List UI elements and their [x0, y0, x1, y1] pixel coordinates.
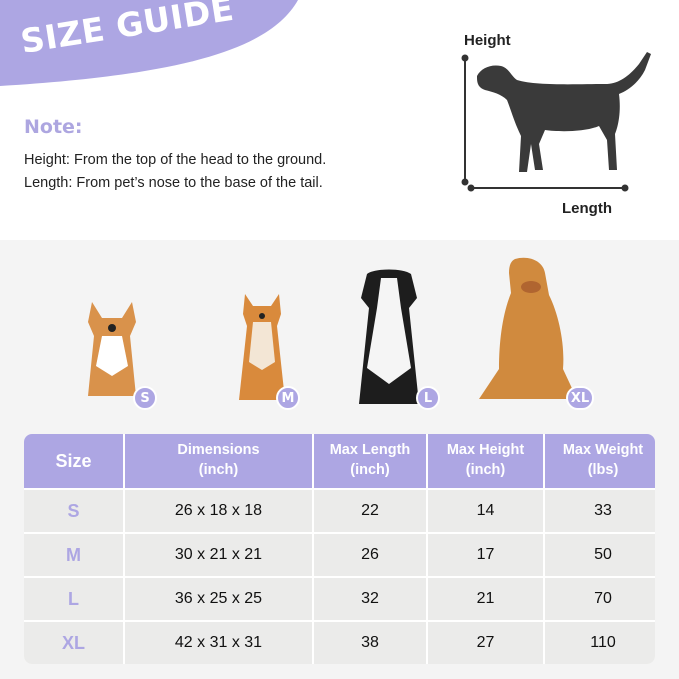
header-size: Size	[24, 434, 123, 488]
table-cell: 21	[428, 578, 543, 620]
table-cell: 32	[314, 578, 426, 620]
table-cell: 110	[545, 622, 655, 664]
header-dimensions: Dimensions (inch)	[125, 434, 312, 488]
table-cell: 22	[314, 490, 426, 532]
table-cell: 26	[314, 534, 426, 576]
table-cell: 17	[428, 534, 543, 576]
size-badge-s: S	[133, 386, 157, 410]
table-cell: 38	[314, 622, 426, 664]
header-text: Max Height	[446, 442, 525, 459]
shiba-inu-icon	[239, 294, 285, 400]
table-cell: 36 x 25 x 25	[125, 578, 312, 620]
size-badge-xl: XL	[566, 386, 594, 410]
header-unit: (inch)	[350, 462, 390, 478]
size-badge-m: M	[276, 386, 300, 410]
table-cell: 42 x 31 x 31	[125, 622, 312, 664]
header-text: Max Weight	[562, 442, 644, 459]
row-size-cell: L	[24, 578, 123, 620]
corgi-icon	[88, 302, 136, 396]
note-title: Note:	[24, 116, 83, 138]
header-unit: (inch)	[465, 462, 506, 478]
header-unit: (lbs)	[587, 462, 619, 478]
header-unit: (inch)	[198, 462, 239, 478]
size-badge-l: L	[416, 386, 440, 410]
row-size-cell: S	[24, 490, 123, 532]
header-max-weight: Max Weight (lbs)	[545, 434, 655, 488]
header-text: Size	[55, 450, 92, 471]
header-text: Max Length	[329, 442, 411, 459]
golden-retriever-icon	[479, 257, 577, 399]
height-label: Height	[464, 32, 511, 49]
table-cell: 70	[545, 578, 655, 620]
table-cell: 26 x 18 x 18	[125, 490, 312, 532]
note-length: Length: From pet’s nose to the base of t…	[24, 175, 323, 191]
border-collie-icon	[359, 269, 419, 404]
header-max-height: Max Height (inch)	[428, 434, 543, 488]
size-table: Size Dimensions (inch) Max Length (inch) M…	[24, 434, 655, 664]
table-cell: 50	[545, 534, 655, 576]
note-height: Height: From the top of the head to the …	[24, 152, 327, 168]
row-size-cell: M	[24, 534, 123, 576]
table-cell: 27	[428, 622, 543, 664]
table-cell: 30 x 21 x 21	[125, 534, 312, 576]
header-text: Dimensions	[177, 442, 260, 459]
row-size-cell: XL	[24, 622, 123, 664]
table-cell: 33	[545, 490, 655, 532]
header-max-length: Max Length (inch)	[314, 434, 426, 488]
table-cell: 14	[428, 490, 543, 532]
title-banner	[0, 0, 298, 86]
dog-silhouette-icon	[461, 52, 651, 192]
length-label: Length	[562, 200, 612, 217]
